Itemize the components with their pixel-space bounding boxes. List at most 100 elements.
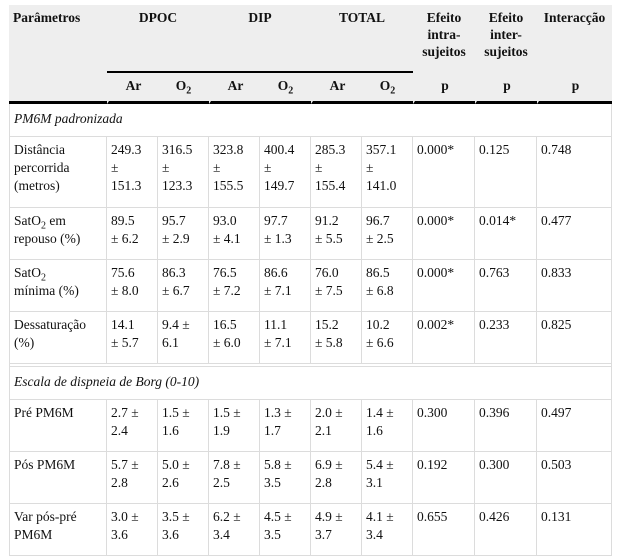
value-cell: 10.2 ± 6.6 <box>362 312 413 364</box>
value-cell: 86.3 ± 6.7 <box>158 260 209 312</box>
subheader-o-label: O <box>277 78 289 93</box>
row-label-post: em repouso (%) <box>14 213 81 246</box>
p-value-cell: 0.131 <box>537 504 612 556</box>
row-label-sub: 2 <box>41 220 47 232</box>
p-value-cell: 0.233 <box>475 312 537 364</box>
table-row: SatO2 em repouso (%) 89.5 ± 6.2 95.7 ± 2.9… <box>9 208 612 260</box>
p-value-cell: 0.300 <box>413 400 475 452</box>
header-parametros: Parâmetros <box>9 5 107 104</box>
subheader-o-index: 2 <box>288 85 294 97</box>
subheader-p: p <box>413 73 475 104</box>
value-cell: 11.1 ± 7.1 <box>260 312 311 364</box>
value-cell: 95.7 ± 2.9 <box>158 208 209 260</box>
table-row: Pós PM6M 5.7 ± 2.8 5.0 ± 2.6 7.8 ± 2.5 5.8 ±… <box>9 452 612 504</box>
value-cell: 96.7 ± 2.5 <box>362 208 413 260</box>
p-value-cell: 0.503 <box>537 452 612 504</box>
row-label: Dessaturação (%) <box>14 317 86 350</box>
value-cell: 5.8 ± 3.5 <box>260 452 311 504</box>
parameter-cell: SatO2 mínima (%) <box>9 260 107 312</box>
parameter-cell: SatO2 em repouso (%) <box>9 208 107 260</box>
subheader-o-label: O <box>175 78 187 93</box>
p-value-cell: 0.125 <box>475 137 537 208</box>
value-cell: 2.0 ± 2.1 <box>311 400 362 452</box>
value-cell: 1.5 ± 1.6 <box>158 400 209 452</box>
value-cell: 15.2 ± 5.8 <box>311 312 362 364</box>
p-value-cell: 0.655 <box>413 504 475 556</box>
header-group-dip: DIP <box>209 5 311 73</box>
table-row: Distância percorrida (metros) 249.3 ± 151… <box>9 137 612 208</box>
value-cell: 14.1 ± 5.7 <box>107 312 158 364</box>
table-row: SatO2 mínima (%) 75.6 ± 8.0 86.3 ± 6.7 76.5… <box>9 260 612 312</box>
subheader-ar-label: Ar <box>125 78 142 93</box>
subheader-ar-label: Ar <box>227 78 244 93</box>
p-value-cell: 0.000* <box>413 208 475 260</box>
row-label-sub: 2 <box>41 272 47 284</box>
value-cell: 5.7 ± 2.8 <box>107 452 158 504</box>
value-cell: 1.5 ± 1.9 <box>209 400 260 452</box>
spacer-cell <box>9 364 612 367</box>
subheader-o-label: O <box>379 78 391 93</box>
section-row: PM6M padronizada <box>9 104 612 137</box>
subheader-ar-label: Ar <box>329 78 346 93</box>
value-cell: 89.5 ± 6.2 <box>107 208 158 260</box>
p-value-cell: 0.300 <box>475 452 537 504</box>
row-label-pre: Sat <box>14 265 32 280</box>
p-value-cell: 0.426 <box>475 504 537 556</box>
value-cell: 285.3 ± 155.4 <box>311 137 362 208</box>
row-label: Pré PM6M <box>14 405 74 420</box>
subheader-o2: O2 <box>362 73 413 104</box>
section-row: Escala de dispneia de Borg (0-10) <box>9 367 612 400</box>
p-value-cell: 0.763 <box>475 260 537 312</box>
value-cell: 3.0 ± 3.6 <box>107 504 158 556</box>
p-value-cell: 0.833 <box>537 260 612 312</box>
subheader-p: p <box>537 73 612 104</box>
results-table: Parâmetros DPOC DIP TOTAL Efeito intra-s… <box>9 5 612 556</box>
p-value-cell: 0.000* <box>413 137 475 208</box>
value-cell: 4.9 ± 3.7 <box>311 504 362 556</box>
parameter-cell: Distância percorrida (metros) <box>9 137 107 208</box>
value-cell: 1.3 ± 1.7 <box>260 400 311 452</box>
value-cell: 3.5 ± 3.6 <box>158 504 209 556</box>
value-cell: 91.2 ± 5.5 <box>311 208 362 260</box>
value-cell: 4.1 ± 3.4 <box>362 504 413 556</box>
value-cell: 97.7 ± 1.3 <box>260 208 311 260</box>
table-row: Var pós-pré PM6M 3.0 ± 3.6 3.5 ± 3.6 6.2 ± … <box>9 504 612 556</box>
value-cell: 76.5 ± 7.2 <box>209 260 260 312</box>
parameter-cell: Dessaturação (%) <box>9 312 107 364</box>
value-cell: 1.4 ± 1.6 <box>362 400 413 452</box>
p-value-cell: 0.002* <box>413 312 475 364</box>
header-interaccao: Interacção <box>537 5 612 73</box>
value-cell: 86.6 ± 7.1 <box>260 260 311 312</box>
subheader-ar: Ar <box>311 73 362 104</box>
value-cell: 76.0 ± 7.5 <box>311 260 362 312</box>
p-value-cell: 0.497 <box>537 400 612 452</box>
value-cell: 16.5 ± 6.0 <box>209 312 260 364</box>
subheader-p: p <box>475 73 537 104</box>
value-cell: 4.5 ± 3.5 <box>260 504 311 556</box>
section-title: PM6M padronizada <box>9 104 612 137</box>
value-cell: 93.0 ± 4.1 <box>209 208 260 260</box>
row-label: Var pós-pré PM6M <box>14 509 77 542</box>
table-row: Dessaturação (%) 14.1 ± 5.7 9.4 ± 6.1 16.5 … <box>9 312 612 364</box>
row-label: Pós PM6M <box>14 457 76 472</box>
subheader-o-index: 2 <box>186 85 192 97</box>
value-cell: 323.8 ± 155.5 <box>209 137 260 208</box>
value-cell: 86.5 ± 6.8 <box>362 260 413 312</box>
header-group-dpoc: DPOC <box>107 5 209 73</box>
section-title: Escala de dispneia de Borg (0-10) <box>9 367 612 400</box>
row-label-pre: Sat <box>14 213 32 228</box>
value-cell: 6.2 ± 3.4 <box>209 504 260 556</box>
parameter-cell: Var pós-pré PM6M <box>9 504 107 556</box>
value-cell: 2.7 ± 2.4 <box>107 400 158 452</box>
p-value-cell: 0.192 <box>413 452 475 504</box>
p-value-cell: 0.396 <box>475 400 537 452</box>
p-value-cell: 0.014* <box>475 208 537 260</box>
value-cell: 9.4 ± 6.1 <box>158 312 209 364</box>
table-row: Pré PM6M 2.7 ± 2.4 1.5 ± 1.6 1.5 ± 1.9 1.3 ±… <box>9 400 612 452</box>
value-cell: 400.4 ± 149.7 <box>260 137 311 208</box>
p-value-cell: 0.000* <box>413 260 475 312</box>
value-cell: 357.1 ± 141.0 <box>362 137 413 208</box>
p-value-cell: 0.825 <box>537 312 612 364</box>
subheader-ar: Ar <box>209 73 260 104</box>
header-efeito-intra: Efeito intra-sujeitos <box>413 5 475 73</box>
